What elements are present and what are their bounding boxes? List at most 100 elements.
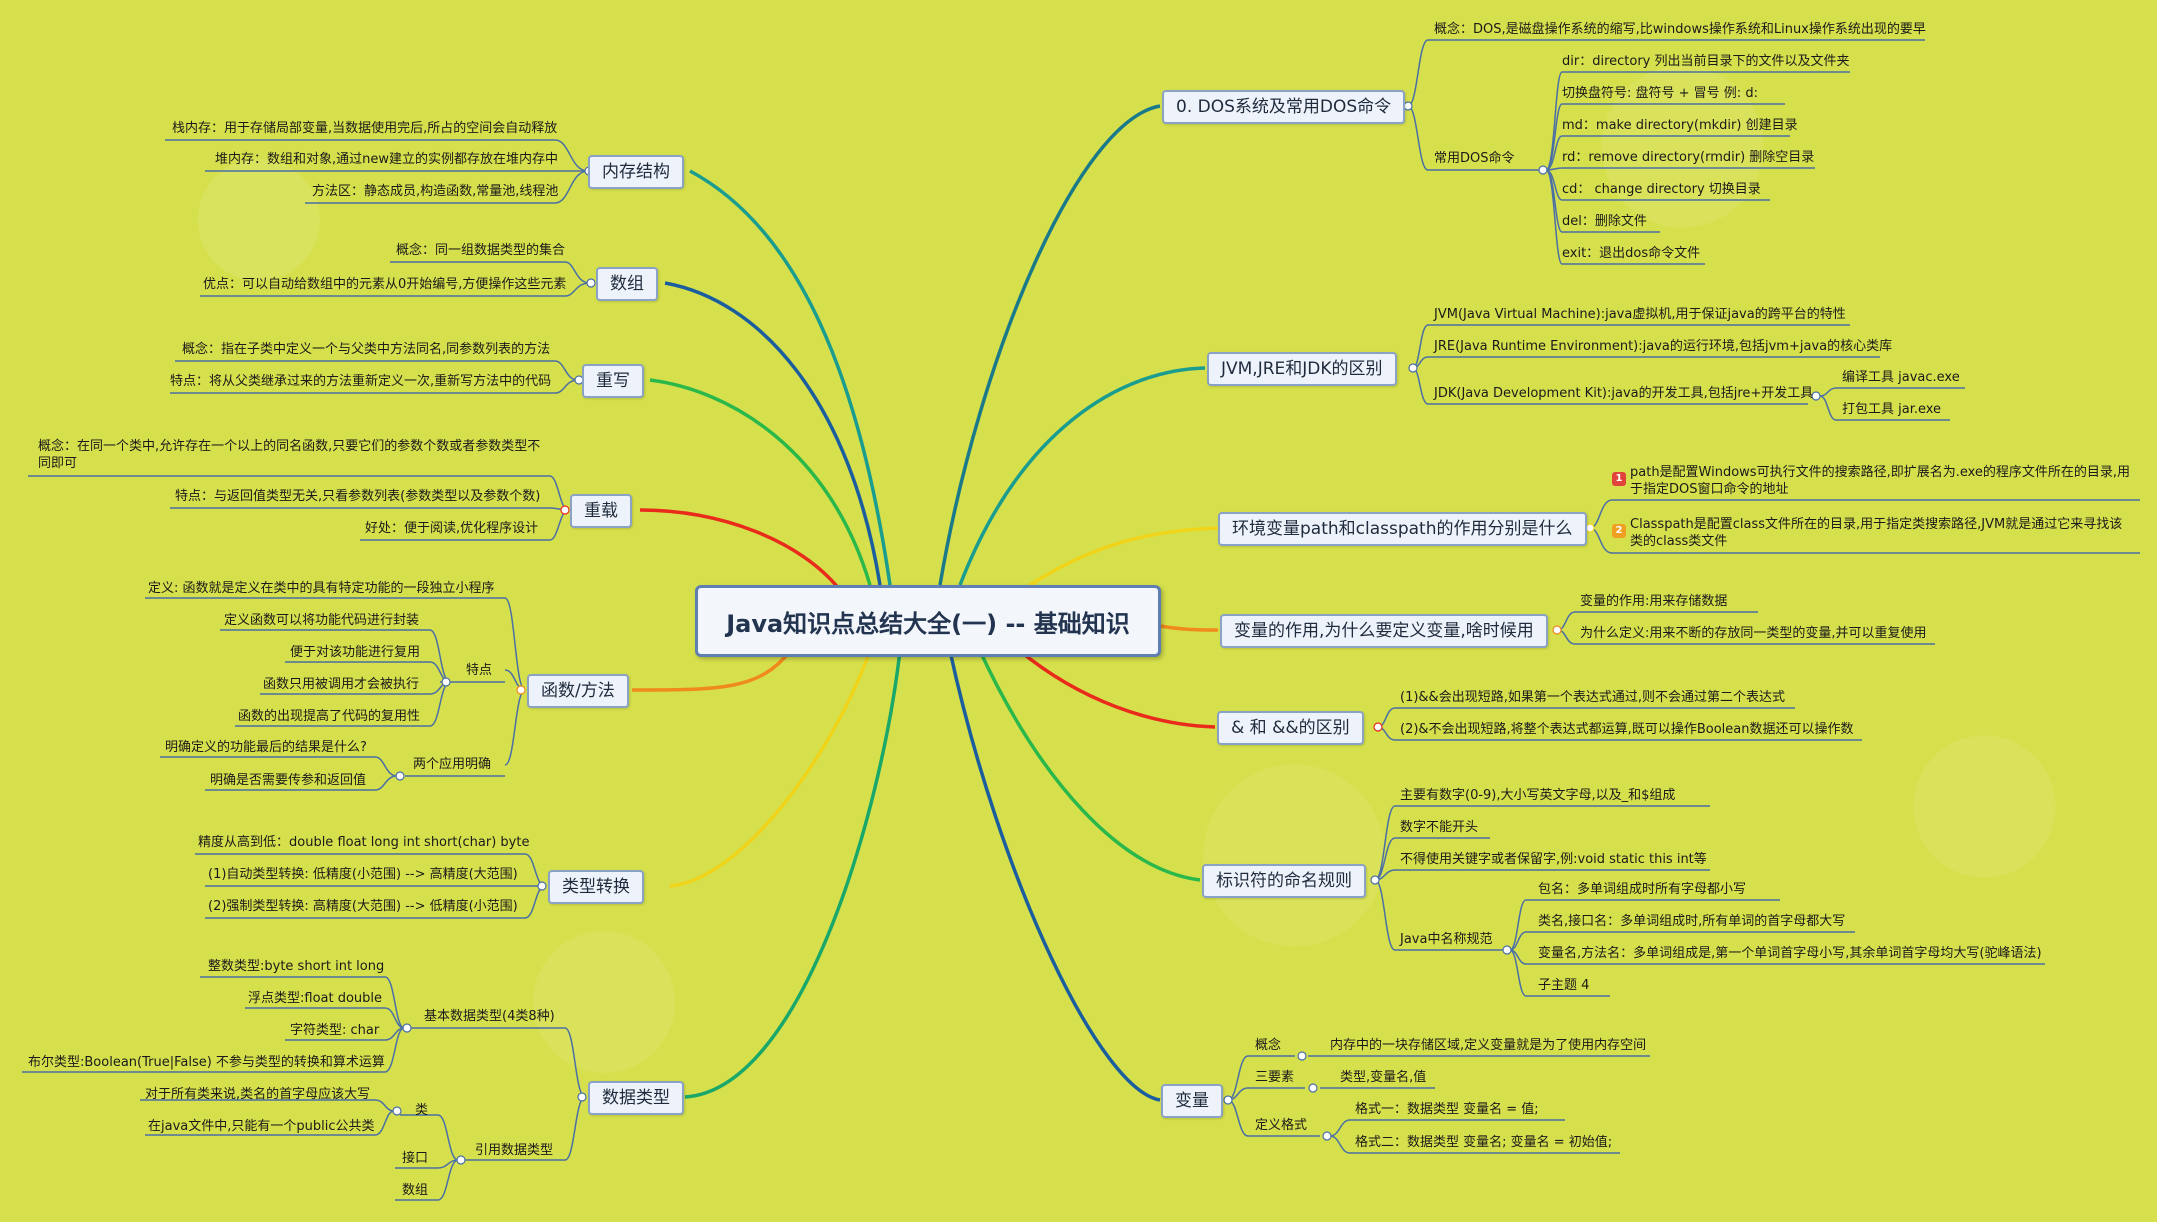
topic-variable[interactable]: 变量: [1161, 1084, 1223, 1118]
leaf-class-naming[interactable]: 对于所有类来说,类名的首字母应该大写: [145, 1087, 371, 1102]
leaf-ident-no-keywords[interactable]: 不得使用关键字或者保留字,例:void static this int等: [1400, 852, 1707, 867]
leaf-format-two[interactable]: 格式二：数据类型 变量名; 变量名 = 初始值;: [1355, 1135, 1613, 1150]
central-topic[interactable]: Java知识点总结大全(一) -- 基础知识: [695, 585, 1161, 657]
branch-line-and: [1018, 649, 1216, 729]
topic-memory-structure[interactable]: 内存结构: [588, 155, 684, 189]
leaf-array-concept[interactable]: 概念：同一组数据类型的集合: [396, 243, 566, 258]
leaf-format-one[interactable]: 格式一：数据类型 变量名 = 值;: [1355, 1102, 1539, 1117]
branch-line-override: [649, 378, 872, 586]
branch-line-dos: [938, 104, 1161, 586]
leaf-float-types[interactable]: 浮点类型:float double: [248, 991, 383, 1006]
leaf-array-ref[interactable]: 数组: [402, 1183, 429, 1198]
branch-line-memory: [689, 169, 892, 586]
branch-line-ident: [978, 650, 1201, 882]
leaf-jre[interactable]: JRE(Java Runtime Environment):java的运行环境,…: [1434, 339, 1893, 354]
leaf-integer-types[interactable]: 整数类型:byte short int long: [208, 959, 385, 974]
leaf-feature-reuse[interactable]: 便于对该功能进行复用: [290, 645, 421, 660]
leaf-define-format-label[interactable]: 定义格式: [1255, 1118, 1308, 1133]
leaf-dos-commands[interactable]: 常用DOS命令: [1434, 151, 1515, 166]
leaf-variable-concept-label[interactable]: 概念: [1255, 1038, 1282, 1053]
leaf-cmd-del[interactable]: del：删除文件: [1562, 214, 1647, 229]
leaf-function-features[interactable]: 特点: [466, 663, 493, 678]
leaf-naming-conventions[interactable]: Java中名称规范: [1400, 932, 1493, 947]
leaf-overload-benefit[interactable]: 好处：便于阅读,优化程序设计: [365, 521, 539, 536]
branch-line-function: [631, 649, 792, 692]
leaf-reference-types[interactable]: 引用数据类型: [475, 1143, 554, 1158]
leaf-overload-concept[interactable]: 概念：在同一个类中,允许存在一个以上的同名函数,只要它们的参数个数或者参数类型不…: [38, 439, 541, 471]
branch-line-varuse: [1154, 623, 1219, 632]
topic-env-path-classpath[interactable]: 环境变量path和classpath的作用分别是什么: [1218, 512, 1587, 546]
leaf-forced-conversion[interactable]: (2)强制类型转换: 高精度(大范围) --> 低精度(小范围): [208, 899, 518, 914]
leaf-variable-concept[interactable]: 内存中的一块存储区域,定义变量就是为了使用内存空间: [1330, 1038, 1647, 1053]
branch-line-cast: [669, 650, 872, 888]
leaf-path[interactable]: path是配置Windows可执行文件的搜索路径,即扩展名为.exe的程序文件所…: [1630, 465, 2131, 497]
leaf-auto-conversion[interactable]: (1)自动类型转换: 低精度(小范围) --> 高精度(大范围): [208, 867, 518, 882]
leaf-precision-order[interactable]: 精度从高到低：double float long int short(char)…: [198, 835, 530, 850]
leaf-var-why[interactable]: 为什么定义:用来不断的存放同一类型的变量,并可以重复使用: [1580, 626, 1927, 641]
topic-override[interactable]: 重写: [582, 364, 644, 398]
leaf-jvm[interactable]: JVM(Java Virtual Machine):java虚拟机,用于保证ja…: [1434, 307, 1846, 322]
branch-line-overload: [639, 508, 842, 592]
leaf-overload-feature[interactable]: 特点：与返回值类型无关,只看参数列表(参数类型以及参数个数): [175, 489, 541, 504]
topic-function-method[interactable]: 函数/方法: [527, 674, 629, 708]
leaf-class[interactable]: 类: [415, 1103, 429, 1118]
leaf-cmd-exit[interactable]: exit：退出dos命令文件: [1562, 246, 1701, 261]
leaf-dos-concept[interactable]: 概念：DOS,是磁盘操作系统的缩写,比windows操作系统和Linux操作系统…: [1434, 22, 1926, 37]
leaf-naming-class[interactable]: 类名,接口名：多单词组成时,所有单词的首字母都大写: [1538, 914, 1846, 929]
topic-dos[interactable]: 0. DOS系统及常用DOS命令: [1162, 90, 1406, 124]
leaf-class-public[interactable]: 在java文件中,只能有一个public公共类: [148, 1119, 375, 1134]
leaf-cmd-drive[interactable]: 切换盘符号: 盘符号 + 冒号 例: d:: [1562, 86, 1758, 101]
topic-array[interactable]: 数组: [596, 267, 658, 301]
leaf-ident-chars[interactable]: 主要有数字(0-9),大小写英文字母,以及_和$组成: [1400, 788, 1676, 803]
leaf-tool-jar[interactable]: 打包工具 jar.exe: [1842, 402, 1942, 417]
topic-type-conversion[interactable]: 类型转换: [548, 870, 644, 904]
leaf-classpath[interactable]: Classpath是配置class文件所在的目录,用于指定类搜索路径,JVM就是…: [1630, 517, 2123, 549]
leaf-single-and[interactable]: (2)&不会出现短路,将整个表达式都运算,既可以操作Boolean数据还可以操作…: [1400, 722, 1854, 737]
leaf-cmd-dir[interactable]: dir：directory 列出当前目录下的文件以及文件夹: [1562, 54, 1850, 69]
leaf-basic-types[interactable]: 基本数据类型(4类8种): [424, 1009, 555, 1024]
leaf-tool-javac[interactable]: 编译工具 javac.exe: [1842, 370, 1960, 385]
leaf-override-feature[interactable]: 特点：将从父类继承过来的方法重新定义一次,重新写方法中的代码: [170, 374, 552, 389]
leaf-var-purpose[interactable]: 变量的作用:用来存储数据: [1580, 594, 1728, 609]
leaf-method-area[interactable]: 方法区：静态成员,构造函数,常量池,线程池: [312, 184, 559, 199]
leaf-double-and[interactable]: (1)&&会出现短路,如果第一个表达式通过,则不会通过第二个表达式: [1400, 690, 1785, 705]
leaf-naming-package[interactable]: 包名：多单词组成时所有字母都小写: [1538, 882, 1747, 897]
leaf-clarify-params[interactable]: 明确是否需要传参和返回值: [210, 773, 367, 788]
leaf-three-elements[interactable]: 类型,变量名,值: [1340, 1070, 1427, 1085]
branch-line-env: [1029, 526, 1219, 587]
leaf-subtopic-4[interactable]: 子主题 4: [1538, 978, 1590, 993]
leaf-stack-memory[interactable]: 栈内存：用于存储局部变量,当数据使用完后,所占的空间会自动释放: [172, 121, 558, 136]
topic-and-operators[interactable]: & 和 &&的区别: [1217, 711, 1364, 745]
leaf-jdk[interactable]: JDK(Java Development Kit):java的开发工具,包括jr…: [1434, 386, 1814, 401]
leaf-function-definition[interactable]: 定义: 函数就是定义在类中的具有特定功能的一段独立小程序: [148, 581, 495, 596]
topic-data-types[interactable]: 数据类型: [588, 1081, 684, 1115]
leaf-cmd-rd[interactable]: rd：remove directory(rmdir) 删除空目录: [1562, 150, 1815, 165]
branch-line-jvm: [958, 366, 1206, 586]
leaf-three-elements-label[interactable]: 三要素: [1255, 1070, 1295, 1085]
topic-variable-use[interactable]: 变量的作用,为什么要定义变量,啥时候用: [1220, 614, 1548, 648]
leaf-ident-no-digit-start[interactable]: 数字不能开头: [1400, 820, 1479, 835]
leaf-cmd-cd[interactable]: cd： change directory 切换目录: [1562, 182, 1761, 197]
leaf-feature-reusability[interactable]: 函数的出现提高了代码的复用性: [238, 709, 421, 724]
topic-overload[interactable]: 重载: [570, 494, 632, 528]
branch-line-array: [664, 281, 882, 586]
leaf-boolean-type[interactable]: 布尔类型:Boolean(True|False) 不参与类型的转换和算术运算: [28, 1055, 385, 1070]
leaf-heap-memory[interactable]: 堆内存：数组和对象,通过new建立的实例都存放在堆内存中: [215, 152, 559, 167]
leaf-feature-encapsulate[interactable]: 定义函数可以将功能代码进行封装: [224, 613, 420, 628]
leaf-interface[interactable]: 接口: [402, 1151, 429, 1166]
leaf-naming-variable[interactable]: 变量名,方法名：多单词组成是,第一个单词首字母小写,其余单词首字母均大写(驼峰语…: [1538, 946, 2042, 961]
priority-1-icon: 1: [1612, 472, 1626, 486]
topic-jvm-jre-jdk[interactable]: JVM,JRE和JDK的区别: [1207, 352, 1397, 386]
priority-2-icon: 2: [1612, 524, 1626, 538]
leaf-override-concept[interactable]: 概念：指在子类中定义一个与父类中方法同名,同参数列表的方法: [182, 342, 551, 357]
leaf-feature-invoke[interactable]: 函数只用被调用才会被执行: [263, 677, 420, 692]
branch-line-variable: [948, 650, 1161, 1102]
branch-line-datatype: [684, 650, 902, 1099]
leaf-array-advantage[interactable]: 优点：可以自动给数组中的元素从0开始编号,方便操作这些元素: [203, 277, 567, 292]
leaf-cmd-md[interactable]: md：make directory(mkdir) 创建目录: [1562, 118, 1798, 133]
leaf-char-type[interactable]: 字符类型: char: [290, 1023, 380, 1038]
leaf-function-clarify[interactable]: 两个应用明确: [413, 757, 492, 772]
topic-identifier-rules[interactable]: 标识符的命名规则: [1202, 864, 1366, 898]
leaf-clarify-result[interactable]: 明确定义的功能最后的结果是什么?: [165, 740, 367, 755]
